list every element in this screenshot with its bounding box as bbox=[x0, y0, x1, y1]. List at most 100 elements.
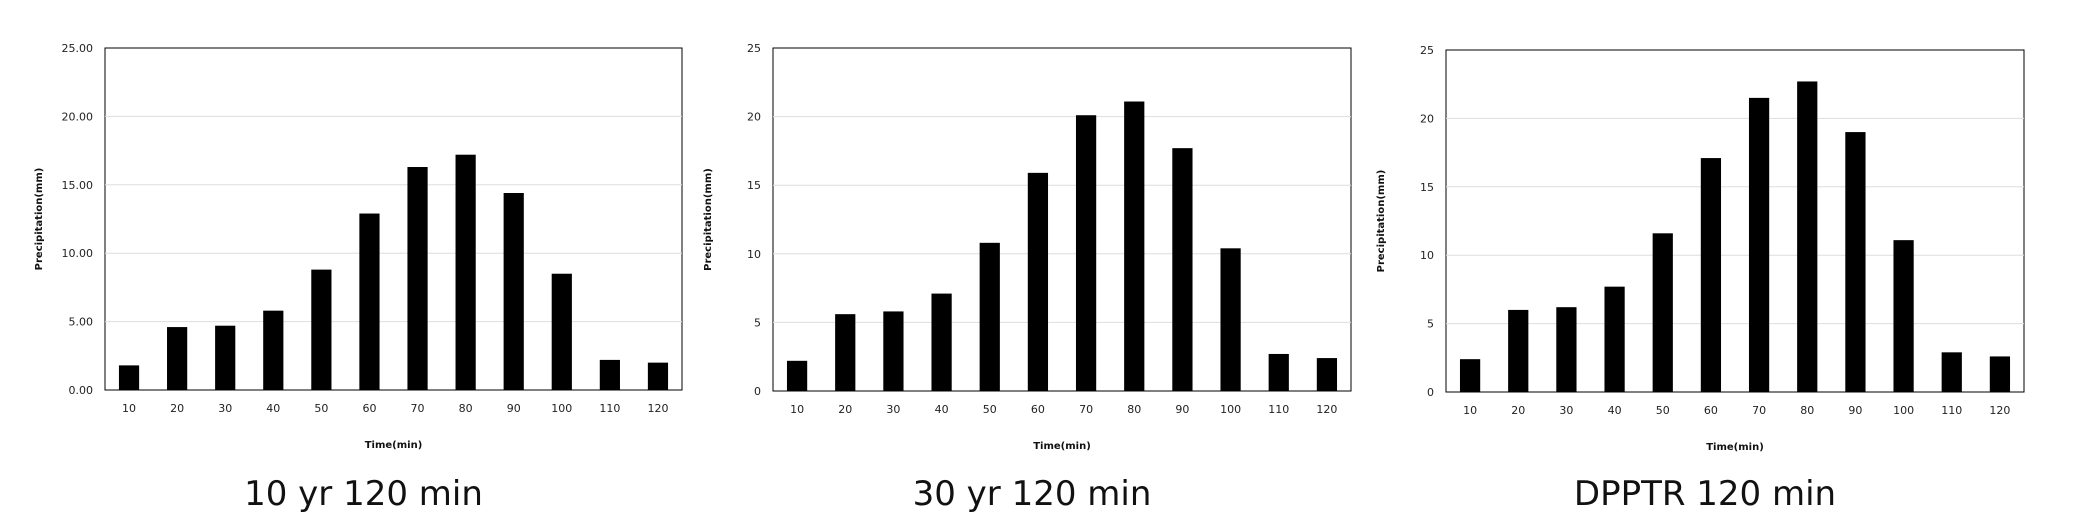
chart-3-y-tick-label: 5 bbox=[1427, 318, 1434, 331]
chart-1-y-tick-label: 20.00 bbox=[62, 110, 94, 123]
chart-2-x-tick-label: 120 bbox=[1316, 403, 1337, 416]
chart-1-x-tick-label: 100 bbox=[551, 402, 572, 415]
chart-3-bar bbox=[1941, 352, 1962, 392]
chart-2-bar bbox=[1316, 358, 1338, 391]
chart-3-y-tick-label: 15 bbox=[1420, 181, 1434, 194]
chart-2-bar bbox=[835, 314, 856, 391]
chart-2-bar bbox=[1075, 115, 1097, 391]
chart-2-bar bbox=[979, 242, 1000, 391]
chart-1-x-tick-label: 60 bbox=[362, 402, 376, 415]
chart-2-x-tick-label: 80 bbox=[1127, 403, 1141, 416]
chart-1-x-tick-label: 50 bbox=[314, 402, 328, 415]
chart-2-y-tick-label: 20 bbox=[747, 111, 761, 124]
chart-3-bar bbox=[1893, 240, 1914, 392]
chart-2-bar bbox=[1124, 101, 1145, 392]
chart-3-x-tick-label: 120 bbox=[1989, 404, 2010, 417]
chart-2-y-tick-label: 5 bbox=[754, 316, 761, 329]
chart-2-plot-area bbox=[772, 47, 1352, 392]
chart-3-bar bbox=[1604, 286, 1625, 392]
chart-2-y-tick-label: 15 bbox=[747, 179, 761, 192]
chart-3-y-tick-label: 20 bbox=[1420, 112, 1434, 125]
chart-3-bar bbox=[1556, 307, 1577, 392]
chart-1-x-tick-label: 110 bbox=[599, 402, 620, 415]
chart-1-x-tick-label: 120 bbox=[647, 402, 668, 415]
chart-1-x-tick-label: 70 bbox=[411, 402, 425, 415]
chart-3-x-tick-label: 80 bbox=[1800, 404, 1814, 417]
chart-3-y-tick-label: 0 bbox=[1427, 386, 1434, 399]
chart-2-x-tick-label: 50 bbox=[983, 403, 997, 416]
chart-3-bar bbox=[1508, 309, 1529, 392]
chart-3-y-tick-label: 10 bbox=[1420, 249, 1434, 262]
chart-3-x-tick-label: 100 bbox=[1893, 404, 1914, 417]
chart-3-bar bbox=[1845, 132, 1866, 392]
chart-2-x-tick-label: 100 bbox=[1220, 403, 1241, 416]
chart-1-y-tick-label: 25.00 bbox=[62, 42, 94, 55]
chart-1-bar bbox=[407, 167, 428, 390]
chart-1-bar bbox=[215, 325, 236, 390]
chart-3-bar bbox=[1748, 97, 1770, 392]
chart-3-bar bbox=[1652, 233, 1673, 392]
chart-1-bar bbox=[118, 365, 140, 390]
chart-2-bar bbox=[931, 293, 952, 391]
chart-1-y-tick-label: 0.00 bbox=[69, 384, 94, 397]
chart-1-y-axis-label: Precipitation(mm) bbox=[34, 168, 45, 271]
chart-1-bar bbox=[503, 193, 524, 390]
chart-2-x-tick-label: 70 bbox=[1079, 403, 1093, 416]
chart-3-x-tick-label: 90 bbox=[1848, 404, 1862, 417]
chart-1-bar bbox=[263, 310, 284, 390]
chart-1-x-tick-label: 40 bbox=[266, 402, 280, 415]
chart-1-title: 10 yr 120 min bbox=[244, 474, 483, 514]
chart-3-bar bbox=[1459, 359, 1481, 392]
chart-3-bar bbox=[1797, 81, 1818, 393]
chart-2-x-tick-label: 10 bbox=[790, 403, 804, 416]
chart-2-x-tick-label: 60 bbox=[1031, 403, 1045, 416]
chart-2-y-tick-label: 0 bbox=[754, 385, 761, 398]
chart-1-bar bbox=[359, 213, 380, 390]
chart-1-bar bbox=[311, 269, 332, 390]
chart-3-x-tick-label: 20 bbox=[1511, 404, 1525, 417]
chart-2-x-tick-label: 30 bbox=[886, 403, 900, 416]
chart-2-bar bbox=[1027, 172, 1049, 391]
chart-3-x-tick-label: 110 bbox=[1941, 404, 1962, 417]
chart-1-bar bbox=[599, 359, 620, 390]
chart-1-x-axis-label: Time(min) bbox=[365, 440, 423, 451]
chart-2-bar bbox=[786, 360, 808, 391]
chart-2-x-axis-label: Time(min) bbox=[1033, 441, 1091, 452]
chart-3-x-tick-label: 30 bbox=[1559, 404, 1573, 417]
chart-3-plot-area bbox=[1445, 49, 2025, 393]
chart-1-x-tick-label: 80 bbox=[459, 402, 473, 415]
chart-2-x-tick-label: 110 bbox=[1268, 403, 1289, 416]
chart-1-bar bbox=[551, 273, 572, 390]
chart-1-x-tick-label: 90 bbox=[507, 402, 521, 415]
chart-1-bar bbox=[167, 327, 188, 390]
chart-2-bar bbox=[883, 311, 904, 391]
chart-1-plot-area bbox=[104, 47, 683, 391]
chart-2-bar bbox=[1268, 353, 1289, 391]
chart-1-bar bbox=[647, 362, 669, 390]
chart-3-x-tick-label: 60 bbox=[1704, 404, 1718, 417]
chart-2-y-tick-label: 25 bbox=[747, 42, 761, 55]
chart-1-x-tick-label: 10 bbox=[122, 402, 136, 415]
chart-3-x-axis-label: Time(min) bbox=[1706, 442, 1764, 453]
chart-3-x-tick-label: 50 bbox=[1656, 404, 1670, 417]
chart-1-bar bbox=[455, 154, 476, 390]
chart-2-bar bbox=[1172, 148, 1193, 391]
chart-2-x-tick-label: 40 bbox=[935, 403, 949, 416]
chart-3-x-tick-label: 70 bbox=[1752, 404, 1766, 417]
chart-2-x-tick-label: 20 bbox=[838, 403, 852, 416]
chart-2-y-tick-label: 10 bbox=[747, 248, 761, 261]
chart-1-y-tick-label: 15.00 bbox=[62, 179, 94, 192]
chart-1-y-tick-label: 10.00 bbox=[62, 247, 94, 260]
chart-1-x-tick-label: 30 bbox=[218, 402, 232, 415]
chart-3-y-axis-label: Precipitation(mm) bbox=[1376, 170, 1387, 273]
chart-1-x-tick-label: 20 bbox=[170, 402, 184, 415]
chart-1-y-tick-label: 5.00 bbox=[69, 316, 94, 329]
chart-3-bar bbox=[1700, 158, 1722, 392]
chart-2-x-tick-label: 90 bbox=[1175, 403, 1189, 416]
chart-3-title: DPPTR 120 min bbox=[1574, 474, 1836, 514]
chart-2-bar bbox=[1220, 248, 1241, 391]
chart-3-bar bbox=[1989, 356, 2011, 392]
chart-2-y-axis-label: Precipitation(mm) bbox=[703, 168, 714, 271]
chart-3-x-tick-label: 10 bbox=[1463, 404, 1477, 417]
